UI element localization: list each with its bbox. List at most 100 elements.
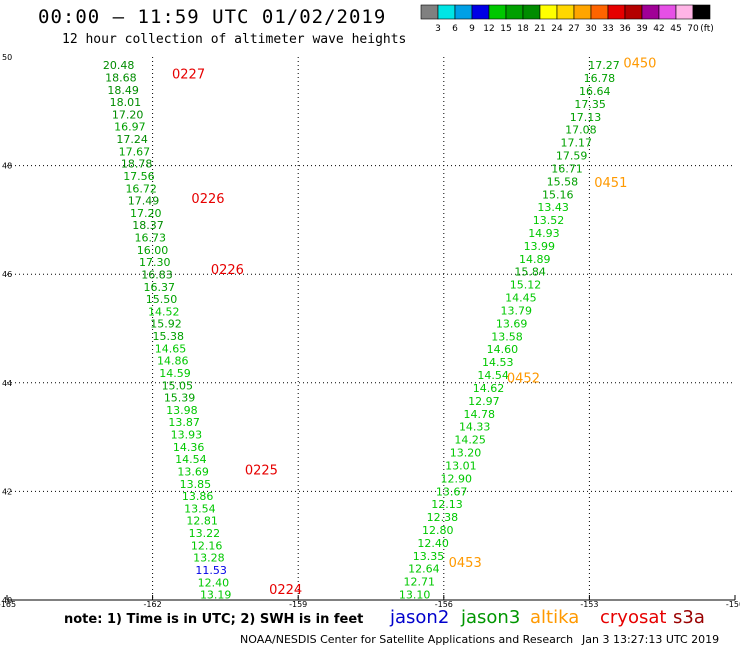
wave-height-value: 17.13 <box>570 111 602 124</box>
wave-height-value: 12.97 <box>468 395 500 408</box>
wave-height-value: 16.64 <box>579 85 611 98</box>
wave-height-value: 13.01 <box>445 459 477 472</box>
legend-jason3: jason3 <box>461 607 521 628</box>
colorbar-label: 39 <box>636 24 648 34</box>
wave-height-value: 18.37 <box>132 219 164 232</box>
y-tick-label: 40 <box>2 596 12 605</box>
colorbar-label: 18 <box>517 24 529 34</box>
y-tick-label: 44 <box>2 379 12 388</box>
wave-height-value: 17.59 <box>556 150 588 163</box>
wave-height-value: 18.49 <box>107 84 139 97</box>
wave-height-value: 12.64 <box>408 563 440 576</box>
y-tick-label: 50 <box>2 53 12 62</box>
wave-height-value: 13.22 <box>189 527 221 540</box>
wave-height-colorbar: 3 6 9 12 15 18 21 24 27 30 33 36 39 42 45 70 (ft) <box>420 4 714 34</box>
wave-height-value: 16.00 <box>137 244 169 257</box>
colorbar-label: 27 <box>568 24 579 34</box>
colorbar-label: 6 <box>452 24 458 34</box>
colorbar-label: 12 <box>483 24 494 34</box>
pass-time-label: 0224 <box>269 583 302 598</box>
wave-height-value: 14.54 <box>477 369 509 382</box>
wave-height-value: 16.78 <box>584 72 616 85</box>
colorbar-label: 45 <box>670 24 681 34</box>
wave-height-value: 15.39 <box>164 392 196 405</box>
wave-height-value: 15.84 <box>514 266 546 279</box>
wave-height-value: 17.24 <box>116 133 148 146</box>
wave-height-map: -165 -162 -159 -156 -153 -150 40 42 44 46 48 50 20.4… <box>0 53 740 608</box>
wave-height-value: 15.05 <box>162 379 194 392</box>
colorbar-label: 21 <box>534 24 545 34</box>
wave-height-value: 13.79 <box>500 304 532 317</box>
colorbar-swatch <box>692 4 711 20</box>
wave-height-value: 18.78 <box>121 158 153 171</box>
colorbar-label: 42 <box>653 24 664 34</box>
page-subtitle: 12 hour collection of altimeter wave hei… <box>62 32 407 47</box>
colorbar-label: 24 <box>551 24 563 34</box>
wave-height-value: 12.38 <box>427 511 459 524</box>
y-tick-label: 42 <box>2 487 12 496</box>
wave-height-value: 12.13 <box>431 498 463 511</box>
y-tick-label: 46 <box>2 270 12 279</box>
x-tick-label: -153 <box>580 600 598 608</box>
wave-height-value: 16.97 <box>114 121 146 134</box>
x-tick-label: -165 <box>0 600 16 608</box>
x-tick-label: -156 <box>435 600 453 608</box>
wave-height-value: 14.60 <box>487 343 519 356</box>
wave-height-value: 14.45 <box>505 292 537 305</box>
wave-height-value: 17.35 <box>574 98 606 111</box>
wave-height-value: 16.83 <box>141 268 173 281</box>
x-tick-label: -159 <box>289 600 307 608</box>
colorbar-label: 15 <box>500 24 511 34</box>
wave-height-value: 13.93 <box>171 429 203 442</box>
wave-height-value: 13.54 <box>184 502 216 515</box>
wave-height-value: 14.93 <box>528 227 560 240</box>
y-tick-label: 48 <box>2 162 12 171</box>
x-tick-label: -150 <box>726 600 740 608</box>
wave-height-value: 12.90 <box>440 472 472 485</box>
wave-height-value: 14.62 <box>473 382 505 395</box>
colorbar-label: 30 <box>585 24 597 34</box>
wave-height-value: 13.10 <box>399 589 431 602</box>
colorbar-label: 70 <box>687 24 699 34</box>
wave-height-value: 14.86 <box>157 355 189 368</box>
wave-height-value: 17.56 <box>123 170 155 183</box>
wave-height-value: 14.78 <box>464 408 496 421</box>
wave-height-value: 14.33 <box>459 421 491 434</box>
wave-height-value: 17.30 <box>139 256 171 269</box>
page-title: 00:00 – 11:59 UTC 01/02/2019 <box>38 6 387 28</box>
wave-height-value: 11.53 <box>195 564 227 577</box>
colorbar-label: 33 <box>602 24 613 34</box>
wave-height-value: 16.72 <box>125 182 157 195</box>
wave-height-value: 14.65 <box>155 342 187 355</box>
x-tick-label: -162 <box>144 600 162 608</box>
wave-height-value: 17.27 <box>588 59 620 72</box>
pass-time-label: 0450 <box>623 56 656 71</box>
colorbar-label: 36 <box>619 24 631 34</box>
pass-time-label: 0227 <box>172 67 205 82</box>
wave-height-value: 20.48 <box>103 59 135 72</box>
wave-height-value: 14.52 <box>148 305 180 318</box>
wave-height-value: 15.50 <box>146 293 178 306</box>
wave-height-value: 13.43 <box>537 201 569 214</box>
legend-cryosat: cryosat <box>600 607 667 628</box>
wave-height-value: 15.92 <box>150 318 182 331</box>
wave-height-value: 16.73 <box>134 232 166 245</box>
wave-height-value: 12.40 <box>417 537 449 550</box>
wave-height-value: 17.20 <box>112 108 144 121</box>
wave-height-value: 12.80 <box>422 524 454 537</box>
wave-height-value: 13.69 <box>496 317 528 330</box>
wave-height-value: 13.86 <box>182 490 214 503</box>
colorbar-unit: (ft) <box>700 24 714 34</box>
wave-height-value: 13.69 <box>177 465 209 478</box>
legend-s3a: s3a <box>673 607 705 628</box>
wave-height-value: 13.87 <box>168 416 200 429</box>
footer-timestamp: Jan 3 13:27:13 UTC 2019 <box>582 633 720 646</box>
wave-height-value: 15.58 <box>547 175 579 188</box>
footer-credit: NOAA/NESDIS Center for Satellite Applica… <box>240 633 574 646</box>
wave-height-value: 17.49 <box>128 195 160 208</box>
wave-height-value: 12.81 <box>186 515 218 528</box>
wave-height-value: 15.16 <box>542 188 574 201</box>
colorbar-label: 9 <box>469 24 475 34</box>
wave-height-value: 12.16 <box>191 539 223 552</box>
wave-height-value: 17.67 <box>119 145 151 158</box>
